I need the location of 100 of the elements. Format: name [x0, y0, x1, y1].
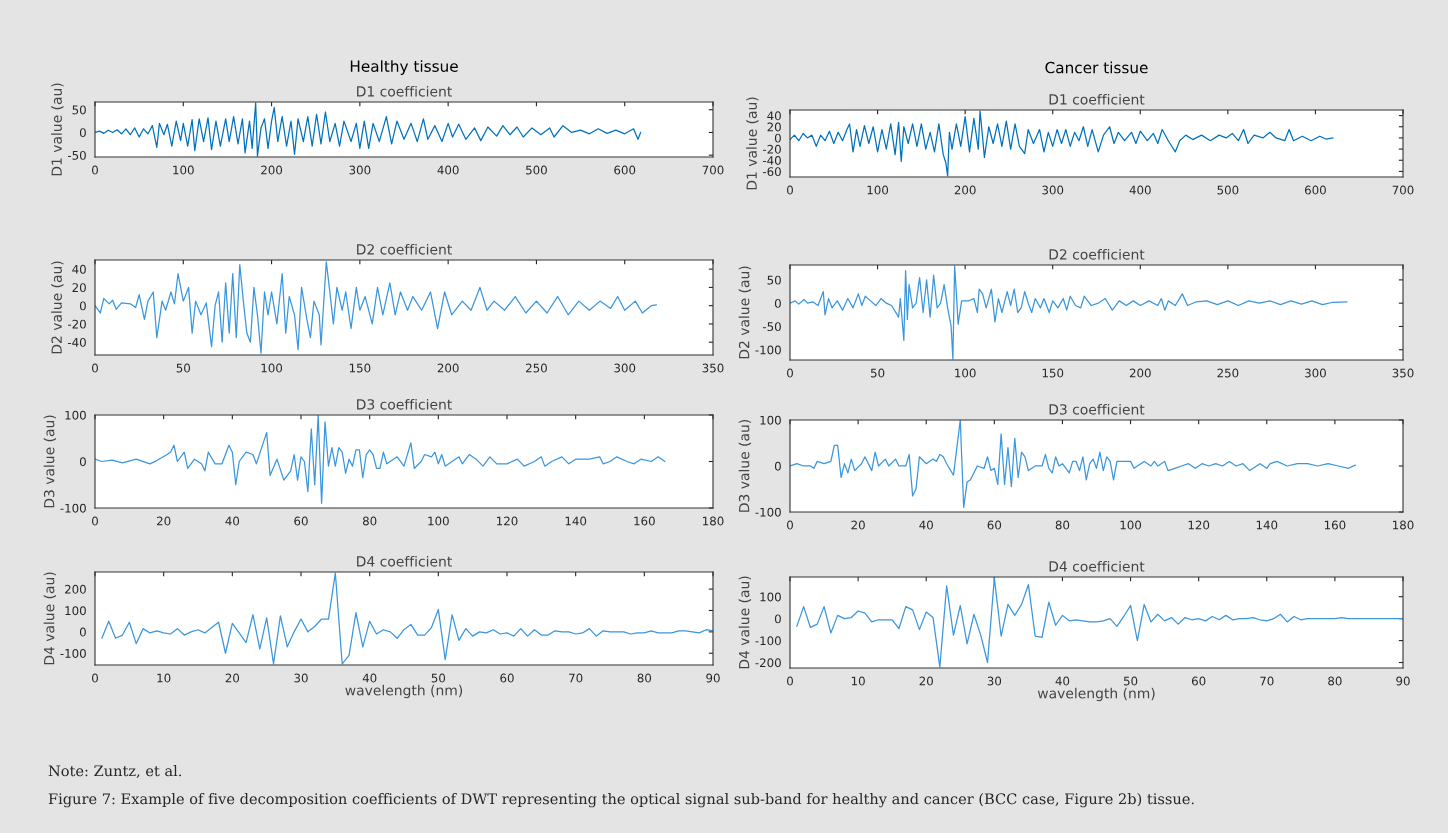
line-series [790, 265, 1348, 360]
x-tick-label: 60 [294, 516, 308, 526]
y-tick-label: 0 [79, 457, 86, 467]
x-tick-label: 600 [1304, 185, 1326, 195]
x-tick-label: 400 [437, 165, 459, 175]
x-axis-title: wavelength (nm) [1037, 687, 1155, 702]
y-tick-label: -60 [762, 167, 781, 177]
x-tick-label: 0 [92, 363, 98, 373]
x-tick-label: 50 [176, 363, 191, 373]
y-tick-label: -100 [60, 648, 86, 658]
x-tick-label: 40 [225, 516, 240, 526]
y-tick-label: 0 [79, 128, 86, 138]
x-tick-label: 160 [1324, 520, 1346, 530]
x-tick-label: 100 [261, 363, 283, 373]
caption: Figure 7: Example of five decomposition coefficients of DWT representing the optical signal sub-band for healthy and cancer (BCC case, Figure 2b) tissue. [48, 793, 1194, 808]
chart-title: D3 coefficient [1049, 403, 1145, 415]
x-tick-label: 100 [1120, 520, 1142, 530]
x-tick-label: 150 [349, 363, 371, 373]
x-tick-label: 120 [1188, 520, 1210, 530]
x-tick-label: 50 [431, 673, 446, 683]
x-tick-label: 20 [851, 520, 865, 530]
x-tick-label: 30 [294, 673, 308, 683]
y-tick-label: -50 [762, 322, 781, 332]
y-tick-label: -20 [762, 144, 781, 154]
y-tick-label: 50 [767, 275, 781, 285]
x-tick-label: 700 [702, 165, 724, 175]
chart-title: D2 coefficient [1049, 248, 1145, 260]
chart-title: D2 coefficient [357, 243, 452, 255]
x-tick-label: 300 [1042, 185, 1064, 195]
x-tick-label: 300 [1305, 368, 1326, 378]
y-tick-label: 0 [774, 461, 781, 471]
y-tick-label: 20 [767, 122, 781, 132]
x-tick-label: 90 [706, 673, 720, 683]
x-tick-label: 350 [1392, 368, 1414, 378]
x-tick-label: 300 [349, 165, 371, 175]
y-axis-title: D2 value (au) [51, 261, 64, 354]
x-tick-label: 80 [1328, 676, 1342, 686]
y-tick-label: 100 [65, 410, 86, 420]
y-tick-label: -100 [60, 503, 86, 513]
y-tick-label: 0 [79, 627, 86, 637]
line-series [95, 415, 666, 504]
x-tick-label: 250 [1217, 368, 1239, 378]
y-tick-label: -100 [755, 507, 781, 517]
x-tick-label: 200 [1129, 368, 1151, 378]
x-tick-label: 100 [955, 368, 976, 378]
y-tick-label: 200 [65, 584, 86, 594]
chart-title: Healthy tissue [350, 60, 458, 75]
line-series [95, 102, 642, 157]
x-tick-label: 60 [1191, 676, 1206, 686]
y-tick-label: 50 [72, 105, 86, 115]
y-tick-label: -200 [755, 658, 781, 668]
y-tick-label: 0 [79, 301, 86, 311]
x-tick-label: 500 [526, 165, 547, 175]
x-tick-label: 0 [92, 673, 98, 683]
y-tick-label: 100 [760, 415, 781, 425]
x-tick-label: 20 [225, 673, 240, 683]
line-series [790, 110, 1334, 177]
x-tick-label: 200 [954, 185, 976, 195]
y-tick-label: 0 [774, 133, 781, 143]
y-axis-title: D4 value (au) [738, 576, 752, 669]
y-tick-label: -20 [67, 319, 86, 329]
y-axis-title: D2 value (au) [738, 266, 752, 359]
y-tick-label: 100 [760, 592, 781, 602]
y-tick-label: 0 [774, 614, 781, 624]
x-tick-label: 120 [497, 516, 518, 526]
x-tick-label: 200 [437, 363, 459, 373]
x-tick-label: 350 [702, 363, 724, 373]
y-tick-label: 0 [774, 298, 781, 308]
x-tick-label: 0 [92, 165, 98, 175]
y-tick-label: 20 [72, 283, 86, 293]
y-tick-label: -100 [755, 345, 781, 355]
x-tick-label: 700 [1392, 185, 1414, 195]
y-axis-title: D4 value (au) [43, 572, 57, 665]
x-tick-label: 0 [787, 368, 793, 378]
chart-title: D3 coefficient [357, 398, 452, 410]
x-tick-label: 50 [1123, 676, 1138, 686]
chart-title: Cancer tissue [1045, 61, 1148, 74]
x-tick-label: 70 [1260, 676, 1274, 686]
y-axis-title: D3 value (au) [738, 419, 752, 512]
x-tick-label: 40 [1055, 676, 1070, 686]
y-axis-title: D1 value (au) [746, 97, 759, 190]
x-tick-label: 10 [851, 676, 865, 686]
x-tick-label: 180 [1393, 520, 1414, 530]
x-tick-label: 140 [565, 516, 587, 526]
x-tick-label: 400 [1129, 185, 1151, 195]
y-tick-label: -100 [755, 636, 781, 646]
x-tick-label: 100 [867, 185, 889, 195]
y-tick-label: 40 [767, 111, 781, 121]
x-tick-label: 200 [261, 165, 283, 175]
text: Note: Zuntz, et al. [48, 765, 182, 779]
x-tick-label: 300 [614, 363, 636, 373]
x-tick-label: 100 [173, 165, 194, 175]
x-tick-label: 250 [526, 363, 547, 373]
x-tick-label: 0 [787, 185, 793, 195]
line-series [790, 420, 1356, 509]
x-tick-label: 500 [1217, 185, 1239, 195]
x-tick-label: 40 [362, 673, 377, 683]
x-tick-label: 140 [1256, 520, 1278, 530]
x-tick-label: 600 [614, 165, 636, 175]
x-tick-label: 0 [787, 676, 793, 686]
